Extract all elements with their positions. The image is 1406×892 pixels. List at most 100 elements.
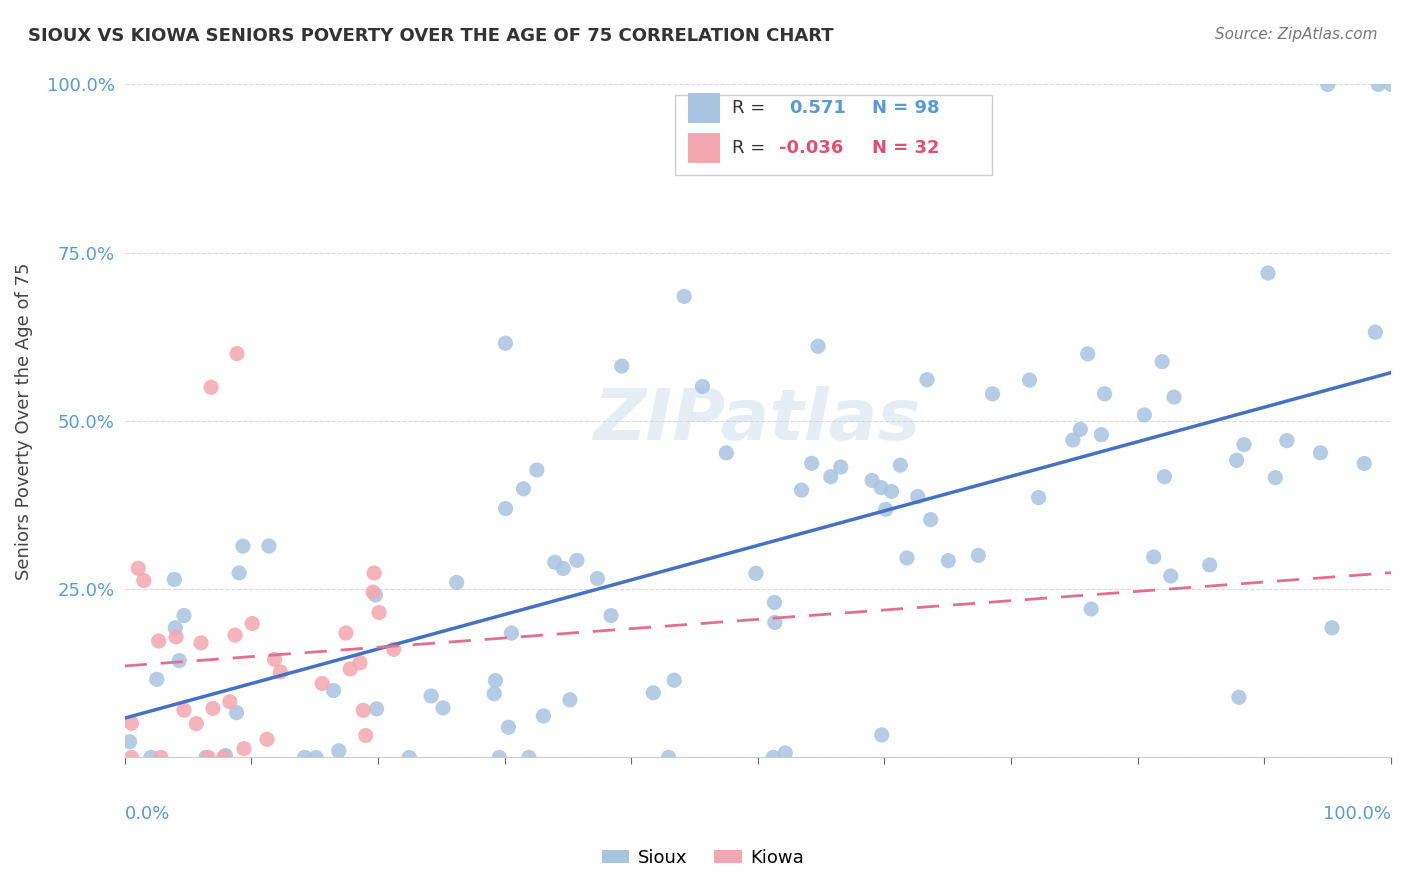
Point (745, 566, 768, 581)
Point (173, 703, 195, 717)
Y-axis label: Seniors Poverty Over the Age of 75: Seniors Poverty Over the Age of 75 (15, 262, 32, 580)
Point (256, 732, 278, 747)
Point (526, 463, 548, 477)
Point (889, 458, 911, 472)
Point (896, 550, 918, 565)
Point (1226, 453, 1249, 467)
Point (363, 566, 385, 580)
Point (484, 673, 506, 688)
Point (366, 702, 388, 716)
Point (1233, 437, 1256, 451)
Point (349, 656, 371, 670)
Point (226, 346, 249, 360)
Point (936, 554, 959, 568)
Text: 0.571: 0.571 (789, 99, 846, 117)
Point (1275, 434, 1298, 448)
Point (1143, 549, 1166, 564)
Point (870, 481, 893, 495)
Point (1094, 387, 1116, 401)
Point (870, 728, 893, 742)
Point (1018, 373, 1040, 387)
Legend: Sioux, Kiowa: Sioux, Kiowa (595, 842, 811, 874)
Point (1227, 690, 1250, 705)
Point (218, 695, 240, 709)
Point (488, 750, 510, 764)
Point (420, 689, 443, 703)
Point (173, 608, 195, 623)
Point (517, 750, 540, 764)
Text: R =: R = (733, 99, 772, 117)
Point (692, 379, 714, 393)
Point (1353, 457, 1375, 471)
Point (1316, 78, 1339, 92)
FancyBboxPatch shape (688, 133, 720, 163)
Point (762, 750, 785, 764)
Point (269, 665, 291, 679)
Point (120, 716, 142, 731)
Text: R =: R = (733, 139, 772, 157)
Point (1320, 621, 1343, 635)
Point (352, 703, 374, 717)
Point (368, 606, 391, 620)
Point (664, 673, 686, 688)
Point (364, 588, 387, 602)
Point (1160, 569, 1182, 583)
Point (600, 608, 623, 623)
Point (610, 359, 633, 373)
Point (484, 687, 506, 701)
Point (1379, 78, 1402, 92)
Point (127, 561, 149, 575)
Point (1198, 558, 1220, 572)
Point (1080, 602, 1102, 616)
Point (257, 539, 280, 553)
Point (501, 626, 523, 640)
Point (311, 676, 333, 690)
Point (830, 460, 852, 475)
Point (875, 502, 897, 516)
Text: SIOUX VS KIOWA SENIORS POVERTY OVER THE AGE OF 75 CORRELATION CHART: SIOUX VS KIOWA SENIORS POVERTY OVER THE … (28, 27, 834, 45)
Point (214, 748, 236, 763)
Point (200, 380, 222, 394)
Point (121, 750, 143, 764)
Point (148, 634, 170, 648)
Point (335, 626, 357, 640)
Point (1364, 325, 1386, 339)
Point (1090, 427, 1112, 442)
Point (1077, 347, 1099, 361)
Point (716, 446, 738, 460)
Point (224, 628, 246, 642)
Point (194, 750, 217, 764)
Point (967, 549, 990, 563)
Point (263, 652, 285, 666)
Text: 100.0%: 100.0% (1323, 805, 1391, 822)
Point (432, 701, 454, 715)
Point (1069, 422, 1091, 436)
Point (790, 483, 813, 497)
Point (186, 716, 208, 731)
Point (225, 706, 247, 720)
Point (544, 555, 567, 569)
Point (167, 654, 190, 668)
Point (920, 513, 942, 527)
Point (1309, 446, 1331, 460)
Point (880, 484, 903, 499)
Point (212, 750, 235, 764)
Point (339, 662, 361, 676)
FancyBboxPatch shape (675, 95, 993, 176)
Point (139, 750, 162, 764)
Point (800, 456, 823, 470)
Point (1062, 433, 1084, 447)
Point (446, 575, 468, 590)
Point (512, 482, 534, 496)
Point (586, 571, 609, 585)
Point (228, 566, 250, 580)
Point (233, 741, 256, 756)
Point (190, 636, 212, 650)
Point (165, 630, 187, 644)
Text: 0.0%: 0.0% (125, 805, 170, 822)
Point (1163, 390, 1185, 404)
Text: N = 98: N = 98 (872, 99, 939, 117)
Point (981, 387, 1004, 401)
Point (328, 744, 350, 758)
Point (773, 746, 796, 760)
